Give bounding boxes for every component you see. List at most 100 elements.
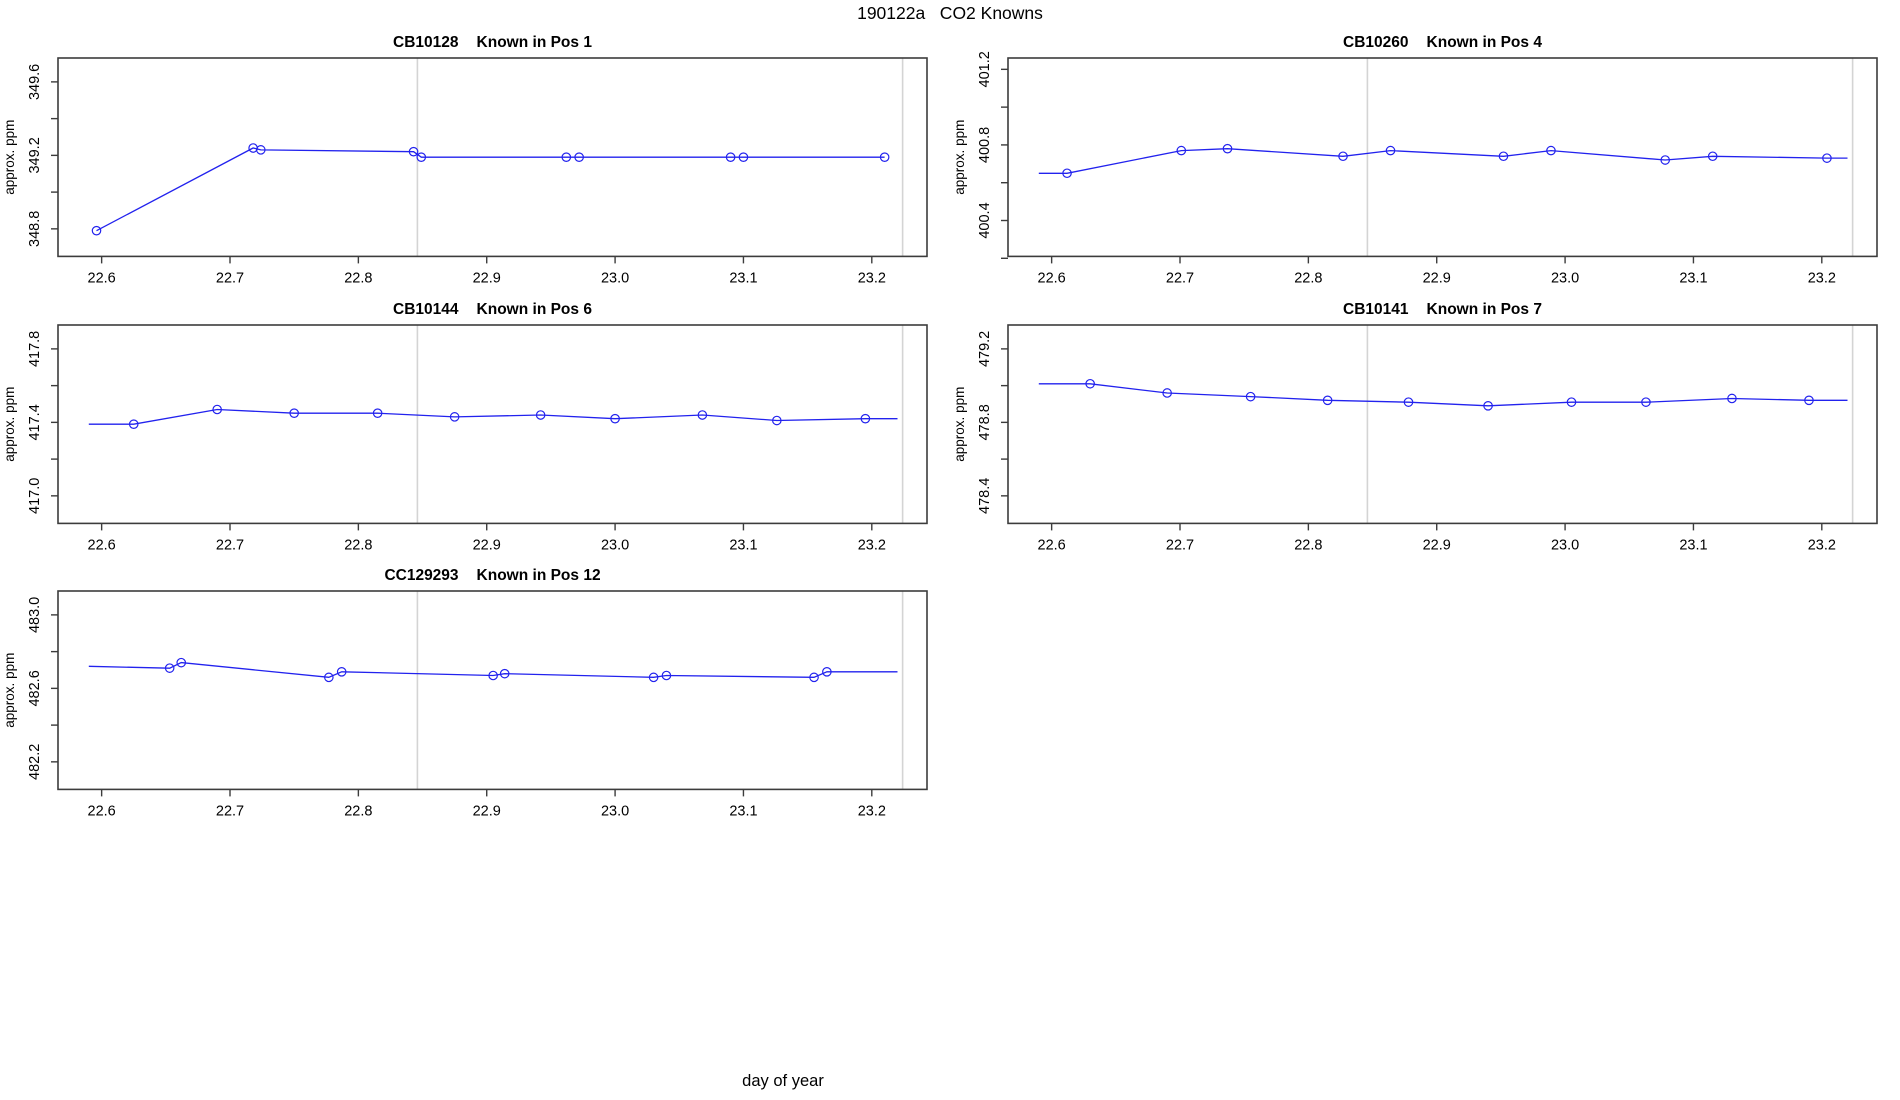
plot-border bbox=[57, 323, 928, 524]
panel-title: CC129293 Known in Pos 12 bbox=[384, 567, 600, 584]
data-point-marker bbox=[164, 663, 175, 673]
x-tick-label: 22.6 bbox=[88, 803, 116, 819]
x-tick-label: 22.7 bbox=[1166, 537, 1194, 553]
data-line bbox=[1039, 382, 1848, 407]
data-point-marker bbox=[1483, 400, 1494, 411]
x-tick-label: 23.2 bbox=[858, 803, 886, 819]
x-tick-label: 22.9 bbox=[473, 537, 501, 553]
x-tick-label: 23.1 bbox=[1680, 271, 1708, 287]
panel-title-pos: Known in Pos 4 bbox=[1427, 34, 1543, 51]
data-point-marker bbox=[1323, 395, 1333, 405]
data-point-marker bbox=[128, 418, 139, 429]
data-point-marker bbox=[372, 407, 383, 418]
panel-title: CB10128 Known in Pos 1 bbox=[393, 34, 592, 51]
data-point-marker bbox=[256, 145, 266, 155]
panel-CB10141: 22.6 22.7 22.8 22.9 23.0 23.1 23.2 478.4 478.8 47… bbox=[952, 301, 1879, 553]
data-point-marker bbox=[1162, 387, 1173, 398]
panel-CB10128: 22.6 22.7 22.8 22.9 23.0 23.1 23.2 348.8 349.2 34… bbox=[2, 34, 928, 287]
data-point-marker bbox=[561, 152, 572, 163]
data-point-marker bbox=[1641, 396, 1652, 407]
data-line bbox=[96, 147, 885, 232]
data-point-marker bbox=[1727, 393, 1738, 403]
x-tick-label: 23.2 bbox=[1808, 537, 1836, 553]
data-point-marker bbox=[1386, 146, 1396, 156]
plot-border bbox=[57, 590, 928, 791]
data-point-marker bbox=[574, 152, 584, 163]
x-tick-label: 23.1 bbox=[729, 537, 757, 553]
y-tick-label: 400.4 bbox=[977, 203, 993, 239]
y-axis-label: approx. ppm bbox=[2, 120, 17, 195]
y-tick-label: 478.4 bbox=[977, 477, 993, 513]
x-tick-label: 23.2 bbox=[858, 537, 886, 553]
data-point-marker bbox=[1222, 144, 1233, 154]
data-point-marker bbox=[1708, 151, 1718, 162]
y-tick-label: 348.8 bbox=[27, 211, 43, 247]
data-point-marker bbox=[176, 657, 187, 668]
data-point-marker bbox=[212, 404, 222, 414]
x-tick-label: 22.9 bbox=[1423, 537, 1451, 553]
data-point-marker bbox=[610, 413, 620, 424]
x-tick-label: 22.6 bbox=[88, 271, 116, 287]
x-tick-label: 23.1 bbox=[729, 271, 757, 287]
data-point-marker bbox=[860, 413, 871, 424]
x-tick-label: 22.8 bbox=[344, 537, 372, 553]
data-point-marker bbox=[1804, 395, 1815, 405]
x-axis-outer-label: day of year bbox=[742, 1072, 824, 1090]
data-point-marker bbox=[499, 668, 510, 679]
panel-title-pos: Known in Pos 1 bbox=[477, 34, 593, 51]
x-tick-label: 23.0 bbox=[601, 537, 629, 553]
y-axis-label: approx. ppm bbox=[2, 653, 17, 728]
y-tick-label: 482.6 bbox=[27, 670, 43, 706]
data-point-marker bbox=[772, 415, 782, 425]
x-tick-label: 22.7 bbox=[1166, 271, 1194, 287]
data-point-marker bbox=[1085, 378, 1096, 389]
panel-title: CB10260 Known in Pos 4 bbox=[1343, 34, 1542, 51]
y-tick-label: 417.8 bbox=[27, 330, 43, 366]
panel-title-pos: Known in Pos 12 bbox=[477, 567, 601, 584]
data-line bbox=[88, 661, 898, 678]
panel-CC129293: 22.6 22.7 22.8 22.9 23.0 23.1 23.2 482.2 482.6 48… bbox=[2, 567, 928, 819]
y-tick-label: 479.2 bbox=[977, 330, 993, 366]
main-title: 190122a CO2 Knowns bbox=[857, 3, 1043, 23]
x-tick-label: 22.7 bbox=[216, 271, 244, 287]
y-tick-label: 417.4 bbox=[27, 404, 43, 440]
x-tick-label: 22.9 bbox=[473, 803, 501, 819]
x-tick-label: 23.1 bbox=[729, 803, 757, 819]
y-axis-label: approx. ppm bbox=[2, 386, 17, 461]
x-tick-label: 22.8 bbox=[344, 271, 372, 287]
panel-title-pos: Known in Pos 7 bbox=[1427, 301, 1542, 318]
data-point-marker bbox=[1660, 155, 1671, 166]
data-line bbox=[88, 408, 898, 425]
y-tick-label: 482.2 bbox=[27, 744, 43, 780]
y-tick-label: 401.2 bbox=[977, 51, 993, 87]
panel-title-pos: Known in Pos 6 bbox=[477, 301, 593, 318]
y-tick-label: 349.6 bbox=[27, 64, 43, 100]
x-tick-label: 22.8 bbox=[1295, 271, 1323, 287]
data-point-marker bbox=[1566, 396, 1577, 407]
x-tick-label: 22.6 bbox=[88, 537, 116, 553]
y-axis-label: approx. ppm bbox=[952, 120, 967, 195]
panel-title-id: CC129293 bbox=[384, 567, 458, 584]
data-point-marker bbox=[1498, 151, 1509, 162]
data-point-marker bbox=[1546, 146, 1557, 156]
panel-title-id: CB10260 bbox=[1343, 34, 1409, 51]
x-tick-label: 23.0 bbox=[601, 271, 629, 287]
panel-title: CB10141 Known in Pos 7 bbox=[1343, 301, 1542, 318]
x-tick-label: 22.8 bbox=[1295, 537, 1323, 553]
x-tick-label: 23.0 bbox=[1551, 271, 1579, 287]
data-point-marker bbox=[416, 152, 427, 163]
panel-title-id: CB10144 bbox=[393, 301, 459, 318]
panel-title-id: CB10141 bbox=[1343, 301, 1409, 318]
data-point-marker bbox=[725, 152, 736, 163]
data-point-marker bbox=[1176, 146, 1187, 156]
data-point-marker bbox=[661, 670, 672, 681]
x-tick-label: 23.0 bbox=[601, 803, 629, 819]
panel-title-id: CB10128 bbox=[393, 34, 459, 51]
plot-border bbox=[1007, 323, 1879, 524]
data-point-marker bbox=[289, 407, 299, 418]
data-point-marker bbox=[488, 670, 498, 681]
data-point-marker bbox=[1403, 396, 1414, 407]
panel-CB10144: 22.6 22.7 22.8 22.9 23.0 23.1 23.2 417.0 417.4 41… bbox=[2, 301, 928, 553]
data-point-marker bbox=[408, 147, 419, 157]
